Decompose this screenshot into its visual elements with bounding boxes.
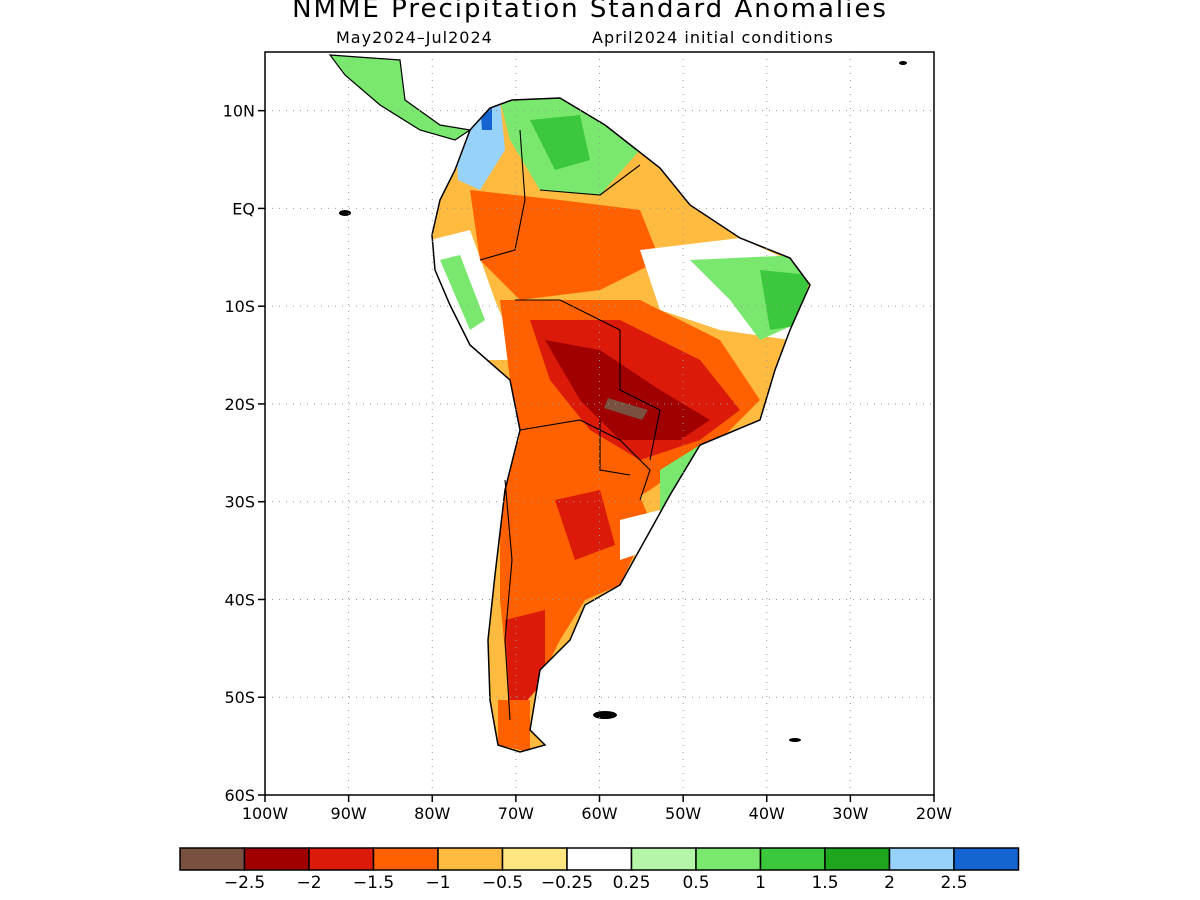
lon-label: 60W — [581, 804, 617, 823]
colorbar-swatch — [243, 847, 310, 871]
colorbar-swatch — [437, 847, 504, 871]
lat-label: 50S — [224, 688, 255, 707]
colorbar-label: 1 — [755, 873, 766, 893]
colorbar: −2.5 −2 −1.5 −1 −0.5 −0.25 0.25 0.5 1 1.5 2 2.5 — [179, 847, 1020, 893]
country-borders — [479, 129, 661, 721]
colorbar-swatch — [953, 847, 1020, 871]
colorbar-swatch — [759, 847, 826, 871]
colorbar-swatch — [308, 847, 375, 871]
colorbar-swatch — [501, 847, 568, 871]
lon-label: 50W — [665, 804, 701, 823]
colorbar-swatch — [179, 847, 246, 871]
colorbar-label: −2.5 — [224, 873, 265, 893]
colorbar-swatch — [695, 847, 762, 871]
colorbar-swatch — [630, 847, 697, 871]
lat-label: 30S — [224, 493, 255, 512]
lon-label: 90W — [331, 804, 367, 823]
colorbar-swatch — [372, 847, 439, 871]
lon-label: 100W — [242, 804, 289, 823]
colorbar-label: −0.5 — [482, 873, 523, 893]
gridlines — [265, 52, 934, 795]
colorbar-label: 1.5 — [811, 873, 838, 893]
colorbar-label: −1 — [425, 873, 450, 893]
initial-conditions: April2024 initial conditions — [592, 28, 834, 47]
lat-label: 60S — [224, 786, 255, 805]
colorbar-swatch — [824, 847, 891, 871]
colorbar-label: 2.5 — [940, 873, 967, 893]
colorbar-label: 2 — [884, 873, 895, 893]
longitude-axis: 100W 90W 80W 70W 60W 50W 40W 30W 20W — [242, 795, 952, 823]
colorbar-swatch — [888, 847, 955, 871]
south-america-coastline — [431, 97, 811, 753]
latitude-axis: 10N EQ 10S 20S 30S 40S 50S 60S — [223, 102, 265, 805]
colorbar-label: 0.25 — [613, 873, 651, 893]
lon-label: 30W — [832, 804, 868, 823]
lat-label: 10S — [224, 297, 255, 316]
lat-label: EQ — [232, 199, 255, 218]
map-title: NMME Precipitation Standard Anomalies — [292, 0, 888, 24]
colorbar-label: 0.5 — [682, 873, 709, 893]
lon-label: 40W — [749, 804, 785, 823]
lon-label: 80W — [414, 804, 450, 823]
colorbar-label: −0.25 — [541, 873, 593, 893]
lat-label: 20S — [224, 395, 255, 414]
lat-label: 10N — [223, 102, 255, 121]
central-america — [328, 54, 472, 141]
lon-label: 70W — [498, 804, 534, 823]
colorbar-label: −2 — [296, 873, 321, 893]
lon-label: 20W — [916, 804, 952, 823]
forecast-period: May2024–Jul2024 — [336, 28, 493, 47]
lat-label: 40S — [224, 590, 255, 609]
colorbar-swatch — [566, 847, 633, 871]
colorbar-label: −1.5 — [353, 873, 394, 893]
